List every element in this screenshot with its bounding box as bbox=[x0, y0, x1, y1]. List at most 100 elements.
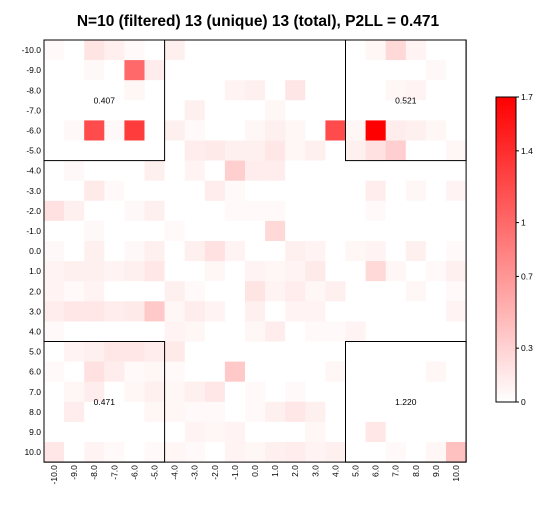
heatmap-cell bbox=[64, 401, 85, 423]
x-tick-label: -9.0 bbox=[69, 465, 79, 480]
colorbar-tick-label: 1.4 bbox=[521, 146, 533, 156]
heatmap-cell bbox=[385, 40, 407, 61]
heatmap-cell bbox=[124, 220, 145, 242]
quadrant-value-label: 0.407 bbox=[94, 95, 116, 105]
heatmap-cell bbox=[365, 381, 386, 403]
heatmap-cell bbox=[84, 200, 105, 222]
heatmap-cell bbox=[385, 200, 407, 222]
heatmap-cell bbox=[184, 160, 206, 181]
heatmap-cell bbox=[224, 321, 246, 342]
heatmap-cell bbox=[265, 120, 286, 141]
x-tick-label: -1.0 bbox=[230, 465, 240, 480]
heatmap-cell bbox=[245, 241, 266, 262]
quadrant-boxes: 0.407 0.521 0.471 1.220 bbox=[43, 39, 467, 463]
heatmap-cell bbox=[325, 180, 346, 202]
heatmap-cell bbox=[144, 220, 165, 242]
heatmap-cell bbox=[204, 261, 226, 282]
heatmap-cell bbox=[204, 100, 226, 121]
heatmap-cell bbox=[285, 180, 306, 202]
heatmap-cell bbox=[425, 120, 447, 141]
heatmap-cell bbox=[265, 220, 286, 242]
heatmap-cell bbox=[164, 421, 185, 443]
heatmap-cell bbox=[104, 401, 125, 423]
heatmap-cell bbox=[365, 341, 386, 362]
y-tick-label: -6.0 bbox=[26, 125, 41, 135]
heatmap-cell bbox=[104, 361, 125, 382]
heatmap-cell bbox=[184, 100, 206, 121]
heatmap-cell bbox=[285, 301, 306, 322]
heatmap-cell bbox=[325, 100, 346, 121]
heatmap-cell bbox=[124, 60, 145, 81]
heatmap-cell bbox=[446, 401, 467, 423]
heatmap-cell bbox=[325, 301, 346, 322]
heatmap-cell bbox=[144, 120, 165, 141]
heatmap-cell bbox=[224, 80, 246, 101]
y-tick-label: 9.0 bbox=[29, 427, 41, 437]
heatmap-cell bbox=[365, 200, 386, 222]
heatmap-cell bbox=[84, 241, 105, 262]
heatmap-cell bbox=[285, 80, 306, 101]
heatmap-cell bbox=[224, 281, 246, 302]
heatmap-cell bbox=[405, 60, 427, 81]
x-tick-label: 6.0 bbox=[371, 465, 381, 477]
heatmap-cell bbox=[144, 241, 165, 262]
heatmap-cell bbox=[44, 40, 65, 61]
x-tick-label: -7.0 bbox=[109, 465, 119, 480]
heatmap-cell bbox=[446, 341, 467, 362]
y-tick-label: 8.0 bbox=[29, 407, 41, 417]
heatmap-cell bbox=[184, 60, 206, 81]
heatmap-cell bbox=[164, 341, 185, 362]
heatmap-cell bbox=[144, 40, 165, 61]
heatmap-cell bbox=[44, 301, 65, 322]
heatmap-cell bbox=[245, 40, 266, 61]
heatmap-cell bbox=[325, 421, 346, 443]
heatmap-cell bbox=[224, 241, 246, 262]
heatmap-cell bbox=[265, 301, 286, 322]
heatmap-cell bbox=[385, 180, 407, 202]
heatmap-cell bbox=[104, 321, 125, 342]
heatmap-cell bbox=[325, 120, 346, 141]
heatmap-cell bbox=[305, 341, 326, 362]
heatmap-cell bbox=[84, 60, 105, 81]
y-tick-label: 0.0 bbox=[29, 246, 41, 256]
heatmap-cell bbox=[446, 361, 467, 382]
heatmap-cell bbox=[285, 140, 306, 161]
heatmap-cell bbox=[104, 100, 125, 121]
heatmap-cell bbox=[385, 381, 407, 403]
heatmap-cell bbox=[245, 140, 266, 161]
heatmap-cell bbox=[305, 80, 326, 101]
heatmap-cell bbox=[64, 60, 85, 81]
heatmap-cell bbox=[124, 200, 145, 222]
heatmap-cell bbox=[305, 140, 326, 161]
y-tick-label: 2.0 bbox=[29, 286, 41, 296]
heatmap-cell bbox=[44, 241, 65, 262]
heatmap-cell bbox=[285, 160, 306, 181]
heatmap-cell bbox=[405, 120, 427, 141]
heatmap-cell bbox=[224, 140, 246, 161]
heatmap-cell bbox=[305, 180, 326, 202]
heatmap-cell bbox=[345, 40, 366, 61]
colorbar-gradient bbox=[495, 96, 517, 403]
heatmap-cell bbox=[164, 80, 185, 101]
heatmap-cell bbox=[84, 281, 105, 302]
heatmap-cell bbox=[265, 60, 286, 81]
heatmap-cell bbox=[285, 442, 306, 463]
heatmap-cell bbox=[104, 120, 125, 141]
heatmap-cell bbox=[265, 341, 286, 362]
heatmap-cell bbox=[345, 60, 366, 81]
heatmap-cell bbox=[245, 200, 266, 222]
heatmap-cell bbox=[345, 241, 366, 262]
heatmap-cell bbox=[84, 321, 105, 342]
heatmap-cell bbox=[44, 120, 65, 141]
heatmap-cell bbox=[345, 120, 366, 141]
heatmap-cell bbox=[224, 361, 246, 382]
heatmap-cell bbox=[204, 442, 226, 463]
heatmap-cell bbox=[345, 80, 366, 101]
heatmap-cell bbox=[104, 281, 125, 302]
heatmap-cell bbox=[385, 241, 407, 262]
heatmap-cell bbox=[245, 80, 266, 101]
heatmap-cell bbox=[144, 442, 165, 463]
y-tick-label: -2.0 bbox=[26, 206, 41, 216]
heatmap-cell bbox=[124, 301, 145, 322]
